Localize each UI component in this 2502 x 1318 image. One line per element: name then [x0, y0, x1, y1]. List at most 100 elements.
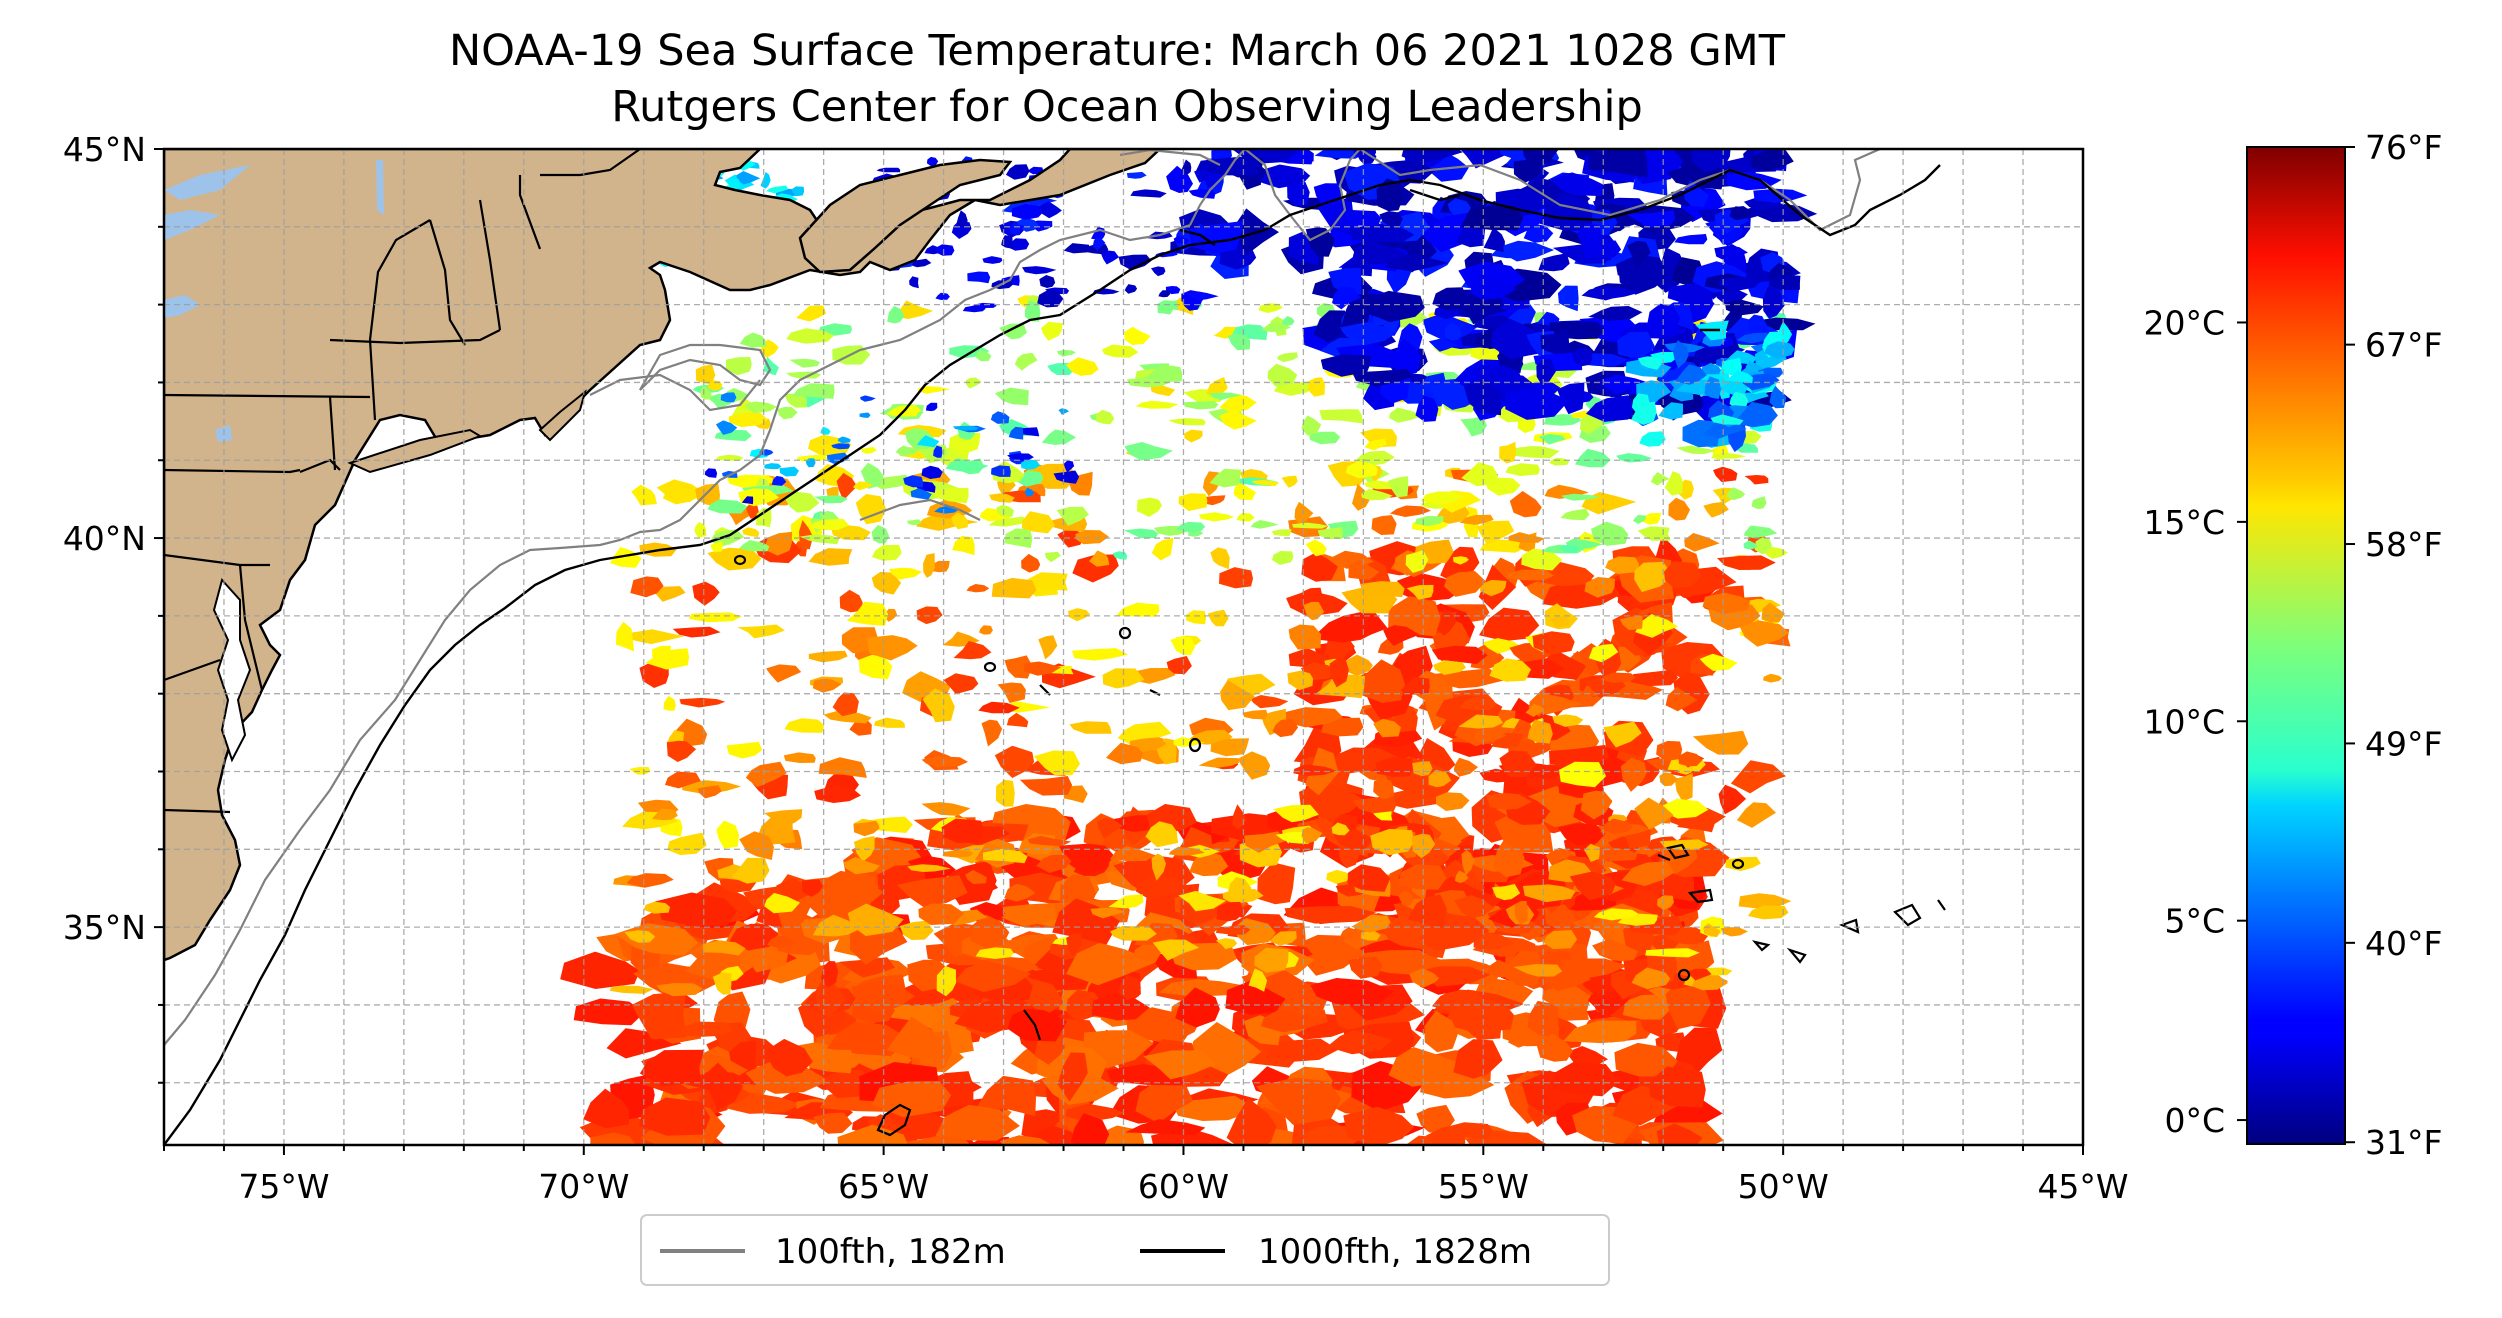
- sst-patch: [1717, 555, 1776, 570]
- sst-patch: [1463, 379, 1502, 416]
- sst-patch: [736, 171, 761, 185]
- sst-patch: [1459, 149, 1514, 169]
- sst-patch: [1024, 661, 1062, 676]
- sst-patch: [1317, 527, 1343, 539]
- sst-patch: [1672, 340, 1689, 369]
- sst-patch: [1559, 544, 1580, 553]
- sst-patch: [1242, 709, 1268, 720]
- longitude-axis: 75°W 70°W 65°W 60°W 55°W 50°W 45°W: [163, 1145, 2129, 1206]
- sst-patch: [921, 465, 943, 479]
- sst-patch: [1067, 608, 1091, 622]
- sst-patch: [1206, 377, 1228, 397]
- sst-patch: [745, 761, 787, 788]
- sst-patch: [1345, 460, 1378, 479]
- sst-patch: [1069, 721, 1112, 734]
- sst-patch: [1762, 286, 1785, 319]
- sst-patch: [796, 305, 827, 322]
- sst-patch: [1135, 1080, 1193, 1124]
- sst-patch: [1539, 193, 1593, 231]
- sst-patch: [1724, 370, 1753, 384]
- sst-patch: [1508, 532, 1545, 543]
- sst-patch: [1486, 792, 1533, 810]
- sst-patch: [1569, 871, 1616, 901]
- sst-patch: [1219, 410, 1257, 430]
- sst-patch: [1261, 322, 1291, 333]
- sst-patch: [1551, 172, 1604, 197]
- sst-patch: [1151, 853, 1166, 881]
- sst-patch: [1768, 274, 1801, 291]
- sst-patch: [1764, 341, 1795, 359]
- sst-patch: [1271, 529, 1292, 537]
- sst-patch: [1622, 994, 1673, 1020]
- sst-patch: [1419, 966, 1491, 987]
- sst-patch: [1729, 206, 1754, 221]
- sst-patch: [1557, 382, 1585, 415]
- sst-patch: [1756, 317, 1816, 331]
- sst-patch: [1499, 750, 1537, 778]
- sst-patch: [786, 328, 835, 344]
- sst-patch: [1391, 338, 1421, 376]
- sst-patch: [1460, 416, 1487, 437]
- sst-patch: [764, 463, 782, 470]
- sst-patch: [1019, 776, 1073, 796]
- sst-patch: [1266, 1038, 1339, 1062]
- sst-patch: [979, 625, 993, 635]
- sst-patch: [1514, 901, 1528, 925]
- lat-tick-label: 35°N: [63, 908, 146, 947]
- sst-patch: [1600, 672, 1636, 683]
- sst-patch: [860, 395, 876, 402]
- sst-patch: [897, 875, 968, 908]
- sst-patch: [1136, 497, 1162, 517]
- sst-patch: [1708, 400, 1735, 421]
- sst-patch: [1066, 942, 1156, 986]
- sst-patch: [630, 576, 664, 598]
- sst-patch: [1400, 676, 1430, 695]
- sst-patch: [1703, 501, 1729, 518]
- sst-patch: [1482, 638, 1520, 654]
- sst-patch: [710, 541, 723, 553]
- sst-patch: [895, 445, 920, 457]
- sst-patch: [1126, 171, 1147, 179]
- sst-patch: [999, 902, 1067, 927]
- lon-tick-label: 70°W: [538, 1167, 629, 1206]
- sst-patch: [1411, 833, 1436, 859]
- sst-patch: [1558, 761, 1607, 788]
- map-title: NOAA-19 Sea Surface Temperature: March 0…: [449, 26, 1786, 76]
- sst-patch: [1118, 254, 1152, 271]
- sst-patch: [808, 1049, 853, 1074]
- sst-patch: [1210, 738, 1250, 757]
- sst-patch: [1351, 914, 1391, 933]
- sst-patch: [1444, 322, 1462, 341]
- sst-patch: [1331, 822, 1350, 836]
- sst-patch: [1409, 968, 1440, 988]
- sst-patch: [1459, 514, 1494, 525]
- sst-patch: [853, 820, 880, 837]
- sst-patch: [1584, 577, 1615, 598]
- sst-patch: [1058, 843, 1115, 876]
- sst-patch: [1460, 697, 1498, 711]
- sst-patch: [799, 520, 814, 550]
- sst-patch: [930, 487, 969, 504]
- sst-patch: [1301, 827, 1323, 844]
- sst-patch: [1733, 401, 1778, 428]
- fahrenheit-tick-label: 58°F: [2365, 525, 2442, 564]
- sst-patch: [1577, 223, 1603, 260]
- sst-patch: [1549, 744, 1610, 767]
- land-nova-scotia: [798, 158, 1013, 274]
- sst-patch: [1492, 884, 1521, 901]
- sst-patch: [1675, 940, 1715, 978]
- sst-patch: [1373, 718, 1401, 738]
- sst-patch: [1362, 659, 1405, 703]
- sst-patch: [1405, 550, 1429, 573]
- sst-patch: [631, 991, 687, 1040]
- celsius-tick-label: 20°C: [2143, 303, 2225, 342]
- sst-patch: [1754, 537, 1772, 555]
- sst-patch: [739, 831, 774, 860]
- sst-patch: [643, 901, 671, 914]
- sst-patch: [1296, 934, 1365, 976]
- fahrenheit-tick-label: 49°F: [2365, 724, 2442, 763]
- seamounts: [733, 554, 1946, 1137]
- sst-patch: [871, 525, 890, 544]
- sst-patch: [1431, 645, 1488, 664]
